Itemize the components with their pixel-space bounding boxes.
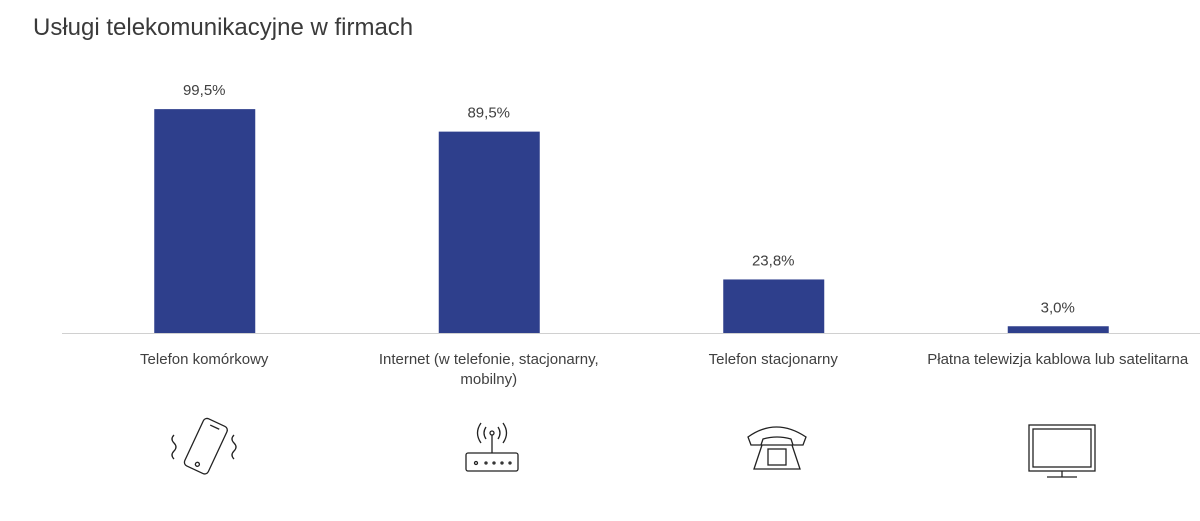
tv-icon [1028,424,1096,478]
value-label: 3,0% [1041,299,1075,316]
bar [438,131,540,333]
value-label: 99,5% [183,82,226,99]
phone-icon [747,426,807,470]
bar [154,109,256,333]
router-icon [465,422,519,472]
x-tick-label: Płatna telewizja kablowa lub satelitarna [927,351,1189,368]
x-tick-label: Telefon komórkowy [140,351,269,368]
value-label: 89,5% [467,105,510,122]
value-label: 23,8% [752,252,795,269]
chart-title: Usługi telekomunikacyjne w firmach [33,14,414,41]
bar [1007,326,1109,333]
mobile-icon [171,417,237,475]
bar [723,279,825,333]
x-tick-label: Internet (w telefonie, stacjonarny, mobi… [378,351,599,388]
x-tick-label: Telefon stacjonarny [708,351,838,368]
